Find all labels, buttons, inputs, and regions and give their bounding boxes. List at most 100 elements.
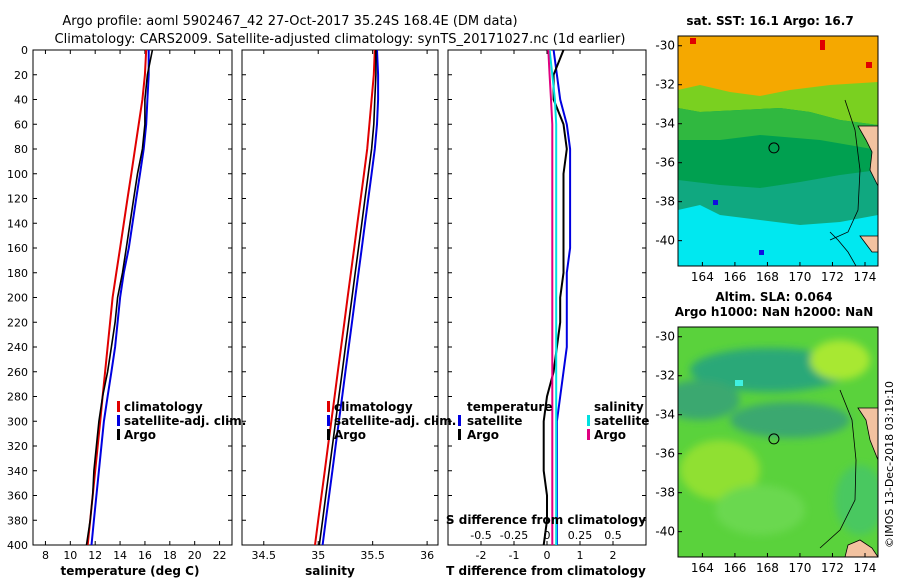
depth-tick-label: 360 xyxy=(7,490,28,503)
map-lon-label: 166 xyxy=(723,270,746,284)
series-line-temperature-argo xyxy=(542,49,568,546)
depth-tick-label: 380 xyxy=(7,514,28,527)
map-lat-label: -40 xyxy=(655,525,675,539)
sla-map-title-1: Altim. SLA: 0.064 xyxy=(715,290,832,304)
difference-legend-temperature: temperature satellite Argo xyxy=(458,400,552,442)
depth-tick-label: 320 xyxy=(7,440,28,453)
depth-tick-label: 220 xyxy=(7,316,28,329)
map-lat-label: -30 xyxy=(655,330,675,344)
x-tick-label: 8 xyxy=(42,549,49,562)
map-lat-label: -38 xyxy=(655,486,675,500)
legend-swatch-t-argo xyxy=(458,429,461,440)
s-difference-axis-label: S difference from climatology xyxy=(446,513,646,527)
depth-tick-label: 400 xyxy=(7,539,28,552)
x-tick-label: -2 xyxy=(476,549,487,562)
legend-swatch-s-argo xyxy=(587,429,590,440)
salinity-panel xyxy=(241,49,439,546)
legend-swatch-satellite xyxy=(117,415,120,426)
x-tick-label: 35.5 xyxy=(360,549,385,562)
legend-label-climatology: climatology xyxy=(124,400,203,414)
sst-argo-marker xyxy=(768,142,780,154)
map-lat-label: -36 xyxy=(655,156,675,170)
map-lon-label: 174 xyxy=(854,270,877,284)
map-lat-label: -40 xyxy=(655,234,675,248)
depth-tick-label: 340 xyxy=(7,465,28,478)
sla-map-axes: 164 166 168 170 172 174 -30 -32 -34 -36 -38 -40 xyxy=(655,330,876,575)
legend-label-s-argo: Argo xyxy=(594,428,626,442)
sla-map-frame xyxy=(677,326,879,558)
map-lat-label: -34 xyxy=(655,117,675,131)
depth-tick-label: 100 xyxy=(7,168,28,181)
depth-tick-label: 260 xyxy=(7,366,28,379)
depth-tick-label: 140 xyxy=(7,217,28,230)
legend-swatch-satellite xyxy=(327,415,330,426)
legend-swatch-t-satellite xyxy=(458,415,461,426)
temperature-legend: climatology satellite-adj. clim. Argo xyxy=(117,400,246,442)
map-lat-label: -32 xyxy=(655,78,675,92)
legend-label-t-argo: Argo xyxy=(467,428,499,442)
depth-tick-label: 180 xyxy=(7,267,28,280)
depth-tick-label: 60 xyxy=(14,118,28,131)
map-lon-label: 164 xyxy=(691,270,714,284)
depth-tick-label: 40 xyxy=(14,94,28,107)
sla-argo-marker xyxy=(768,433,780,445)
x-tick-label: 0 xyxy=(544,549,551,562)
sla-map-title-2: Argo h1000: NaN h2000: NaN xyxy=(675,305,874,319)
salinity-plot: 34.5 35 35.5 36 xyxy=(242,49,438,562)
temperature-plot: 8 10 12 14 16 18 20 22 xyxy=(33,49,232,562)
depth-tick-label: 200 xyxy=(7,292,28,305)
x-tick-label: 16 xyxy=(138,549,152,562)
sla-map-image xyxy=(678,327,878,557)
s-diff-tick-label: -0.5 xyxy=(470,529,491,542)
map-lon-label: 172 xyxy=(821,561,844,575)
series-line-argo xyxy=(85,49,154,546)
legend-swatch-argo xyxy=(327,429,330,440)
temperature-axis-label: temperature (deg C) xyxy=(61,564,200,578)
map-lon-label: 172 xyxy=(821,270,844,284)
s-diff-tick-label: 0.25 xyxy=(568,529,593,542)
x-tick-label: 2 xyxy=(610,549,617,562)
depth-tick-label: 80 xyxy=(14,143,28,156)
legend-label-s-satellite: satellite xyxy=(594,414,649,428)
series-line-climatology xyxy=(86,49,148,546)
series-line-climatology xyxy=(314,49,376,546)
depth-tick-label: 300 xyxy=(7,415,28,428)
x-tick-label: 18 xyxy=(163,549,177,562)
x-tick-label: 12 xyxy=(88,549,102,562)
depth-tick-label: 120 xyxy=(7,193,28,206)
map-lat-label: -34 xyxy=(655,408,675,422)
x-tick-label: -1 xyxy=(509,549,520,562)
map-lat-label: -30 xyxy=(655,39,675,53)
sst-map-frame xyxy=(677,35,879,267)
title-line-1: Argo profile: aoml 5902467_42 27-Oct-201… xyxy=(62,14,517,29)
x-tick-label: 10 xyxy=(63,549,77,562)
series-line-argo xyxy=(318,50,377,546)
sst-map-axes: 164 166 168 170 172 174 -30 -32 -34 -36 -38 -40 xyxy=(655,39,876,284)
legend-label-t-satellite: satellite xyxy=(467,414,522,428)
x-tick-label: 36 xyxy=(420,549,434,562)
legend-swatch-argo xyxy=(117,429,120,440)
x-tick-label: 35 xyxy=(311,549,325,562)
depth-axis: 0 20 40 60 80 100 120 140 160 180 200 220 240 260 280 3… xyxy=(7,44,28,552)
series-line-salinity-satellite xyxy=(548,49,558,545)
difference-legend-salinity: salinity satellite Argo xyxy=(587,400,649,442)
depth-tick-label: 160 xyxy=(7,242,28,255)
map-lon-label: 168 xyxy=(756,270,779,284)
temperature-panel xyxy=(32,49,233,546)
series-line-satellite-adj-clim- xyxy=(321,49,380,546)
map-lat-label: -36 xyxy=(655,447,675,461)
legend-title-salinity: salinity xyxy=(594,400,644,414)
difference-plot: -2 -1 0 1 2 -0.5 -0.25 0 0.25 0.5 xyxy=(448,49,646,562)
map-lon-label: 166 xyxy=(723,561,746,575)
x-tick-label: 14 xyxy=(113,549,127,562)
legend-label-argo: Argo xyxy=(334,428,366,442)
difference-panel xyxy=(447,49,647,546)
x-tick-label: 20 xyxy=(188,549,202,562)
depth-tick-label: 0 xyxy=(21,44,28,57)
depth-tick-label: 240 xyxy=(7,341,28,354)
map-lon-label: 170 xyxy=(788,270,811,284)
x-tick-label: 1 xyxy=(577,549,584,562)
map-lat-label: -38 xyxy=(655,195,675,209)
x-tick-label: 34.5 xyxy=(252,549,277,562)
